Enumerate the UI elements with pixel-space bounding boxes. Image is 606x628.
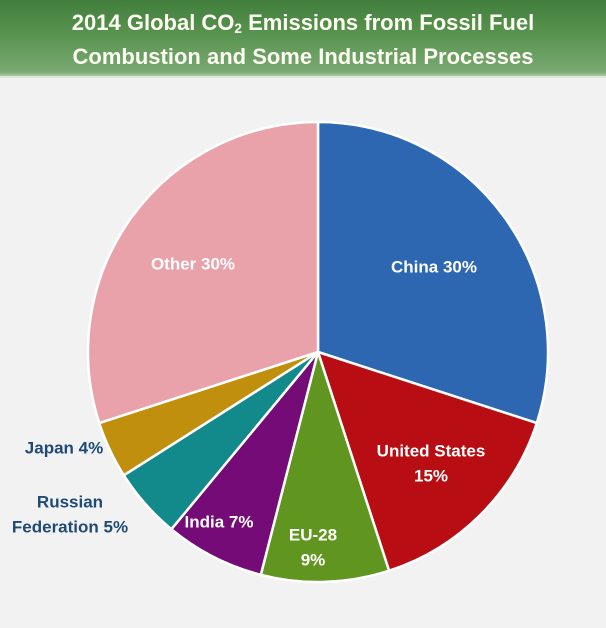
pie-label-united-states: United States [377,441,486,460]
pie-label-china: China 30% [391,257,477,276]
pie-label-eu-28: EU-28 [289,525,337,544]
pie-slice-china [316,120,550,425]
pie-label-russian-federation: Russian [37,492,103,511]
pie-label-japan: Japan 4% [25,438,103,457]
pie-label-other: Other 30% [151,254,235,273]
pie-slice-united-states [316,350,538,572]
chart-area: China 30% United States 15% EU-28 9% India 7%… [0,78,606,628]
pie-label-india: India 7% [185,512,254,531]
pie-label-united-states: 15% [414,466,448,485]
pie-label-russian-federation: Federation 5% [12,517,128,536]
pie-label-eu-28: 9% [301,550,326,569]
pie-slice-eu-28 [259,350,391,584]
chart-title: 2014 Global CO2 Emissions from Fossil Fu… [62,5,544,72]
chart-title-line1: 2014 Global CO2 Emissions from Fossil Fu… [71,9,535,36]
chart-title-banner: 2014 Global CO2 Emissions from Fossil Fu… [0,0,606,78]
pie-chart: China 30% United States 15% EU-28 9% India 7%… [12,120,550,584]
pie-slice-india [170,350,320,577]
chart-title-line2: Combustion and Some Industrial Processes [72,43,534,69]
co2-subscript: 2 [234,20,242,36]
pie-slice-other [86,120,320,425]
